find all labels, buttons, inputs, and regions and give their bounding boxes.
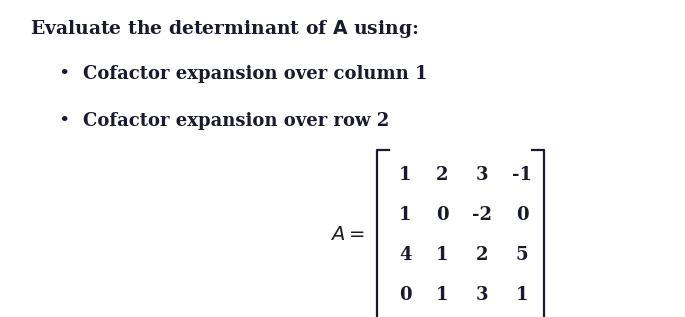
Text: 4: 4: [399, 246, 411, 264]
Text: 1: 1: [436, 286, 448, 304]
Text: $A =$: $A =$: [330, 226, 364, 244]
Text: -2: -2: [472, 206, 492, 224]
Text: 1: 1: [399, 206, 411, 224]
Text: 3: 3: [476, 286, 488, 304]
Text: 0: 0: [516, 206, 528, 224]
Text: 0: 0: [436, 206, 448, 224]
Text: 2: 2: [436, 166, 448, 184]
Text: •: •: [58, 112, 69, 130]
Text: Cofactor expansion over column 1: Cofactor expansion over column 1: [83, 65, 427, 83]
Text: 0: 0: [399, 286, 411, 304]
Text: 3: 3: [476, 166, 488, 184]
Text: 1: 1: [399, 166, 411, 184]
Text: •: •: [58, 65, 69, 83]
Text: Evaluate the determinant of $\mathbf{A}$ using:: Evaluate the determinant of $\mathbf{A}$…: [30, 18, 419, 40]
Text: 2: 2: [476, 246, 488, 264]
Text: 5: 5: [516, 246, 528, 264]
Text: 1: 1: [436, 246, 448, 264]
Text: -1: -1: [512, 166, 532, 184]
Text: Cofactor expansion over row 2: Cofactor expansion over row 2: [83, 112, 389, 130]
Text: 1: 1: [516, 286, 528, 304]
